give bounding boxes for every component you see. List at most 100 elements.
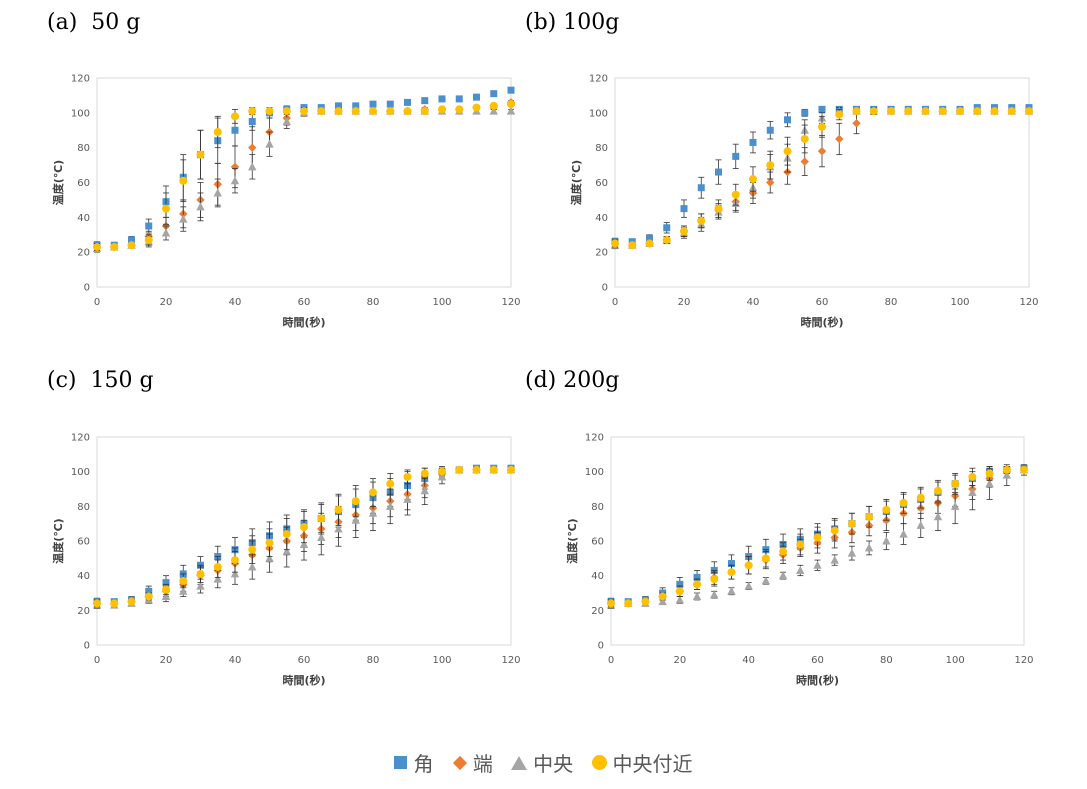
chart-panel-0: 0 20 40 60 80 100 120 0 20 40 60 80 100 120 時間(秒) 温度(℃) bbox=[51, 74, 521, 330]
data-point-circle bbox=[438, 467, 446, 476]
legend-label: 端 bbox=[472, 752, 493, 776]
data-point-circle bbox=[420, 107, 429, 116]
data-point-square bbox=[231, 126, 239, 134]
data-point-circle bbox=[162, 204, 170, 213]
y-tick-label: 60 bbox=[77, 537, 90, 548]
data-point-square bbox=[490, 90, 498, 98]
chart-panel-2: 0 20 40 60 80 100 120 0 20 40 60 80 100 120 時間(秒) 温度(℃) bbox=[51, 433, 521, 688]
y-axis-label: 温度(℃) bbox=[51, 160, 65, 205]
data-point-square bbox=[352, 102, 360, 110]
plot-frame bbox=[96, 77, 512, 288]
data-point-circle bbox=[386, 479, 395, 488]
y-tick-label: 0 bbox=[84, 283, 90, 294]
x-tick-label: 40 bbox=[229, 655, 242, 666]
data-point-triangle bbox=[248, 562, 257, 571]
x-tick-label: 20 bbox=[160, 655, 173, 666]
data-point-circle bbox=[1025, 107, 1033, 116]
data-point-square bbox=[727, 560, 735, 568]
data-point-circle bbox=[472, 465, 481, 474]
data-point-circle bbox=[300, 107, 308, 116]
data-point-square bbox=[145, 222, 153, 230]
data-point-circle bbox=[869, 107, 878, 116]
data-point-circle bbox=[127, 597, 136, 606]
x-axis-label: 時間(秒) bbox=[800, 315, 843, 329]
data-point-circle bbox=[783, 147, 792, 156]
series-1 bbox=[92, 98, 516, 252]
data-point-circle bbox=[144, 592, 153, 601]
data-point-triangle bbox=[899, 529, 908, 538]
data-point-circle bbox=[968, 472, 977, 481]
x-tick-label: 0 bbox=[94, 297, 100, 308]
x-tick-label: 100 bbox=[946, 655, 965, 666]
data-point-square bbox=[715, 168, 722, 176]
data-point-triangle bbox=[386, 501, 395, 510]
y-tick-label: 120 bbox=[589, 74, 608, 85]
data-point-circle bbox=[127, 241, 136, 250]
data-point-circle bbox=[727, 568, 736, 577]
y-axis-label: 温度(℃) bbox=[565, 518, 579, 563]
y-tick-label: 40 bbox=[77, 571, 90, 582]
data-point-circle bbox=[179, 176, 188, 185]
data-point-circle bbox=[662, 235, 671, 244]
legend-marker-square bbox=[394, 756, 408, 769]
data-point-square bbox=[145, 587, 153, 595]
data-point-triangle bbox=[796, 565, 805, 574]
data-point-circle bbox=[830, 526, 839, 535]
data-point-triangle bbox=[230, 176, 240, 185]
x-tick-label: 120 bbox=[501, 655, 520, 666]
data-point-triangle bbox=[1002, 470, 1011, 479]
data-point-circle bbox=[420, 469, 429, 478]
data-point-triangle bbox=[882, 536, 891, 545]
plot-frame bbox=[610, 436, 1025, 646]
data-point-diamond bbox=[248, 143, 257, 152]
data-point-circle bbox=[334, 107, 343, 116]
y-tick-label: 20 bbox=[77, 606, 90, 617]
y-tick-label: 40 bbox=[595, 213, 608, 224]
data-point-triangle bbox=[282, 117, 291, 126]
y-tick-label: 0 bbox=[84, 641, 90, 652]
data-point-circle bbox=[697, 216, 706, 225]
x-tick-label: 120 bbox=[501, 297, 520, 308]
data-point-diamond bbox=[766, 178, 775, 187]
x-tick-label: 0 bbox=[94, 655, 100, 666]
x-tick-label: 120 bbox=[1019, 297, 1038, 308]
data-point-triangle bbox=[248, 162, 257, 171]
y-tick-label: 20 bbox=[595, 248, 608, 259]
data-point-circle bbox=[507, 465, 515, 474]
x-tick-label: 60 bbox=[298, 655, 311, 666]
x-tick-label: 120 bbox=[1014, 655, 1033, 666]
data-point-circle bbox=[973, 107, 982, 116]
data-point-triangle bbox=[437, 472, 447, 481]
data-point-circle bbox=[351, 107, 360, 116]
data-point-square bbox=[663, 224, 671, 232]
data-point-square bbox=[697, 184, 705, 192]
data-point-triangle bbox=[161, 591, 171, 600]
x-tick-label: 80 bbox=[885, 297, 898, 308]
data-point-triangle bbox=[403, 494, 412, 503]
data-point-triangle bbox=[506, 106, 516, 115]
data-point-triangle bbox=[368, 508, 378, 517]
data-point-circle bbox=[317, 514, 326, 523]
data-point-triangle bbox=[744, 581, 753, 590]
plot-frame bbox=[96, 436, 512, 646]
y-tick-label: 0 bbox=[598, 641, 604, 652]
panel-title-a: (a) 50 g bbox=[47, 10, 141, 35]
y-tick-label: 100 bbox=[71, 108, 90, 119]
data-point-circle bbox=[818, 122, 826, 131]
series-2 bbox=[92, 106, 516, 253]
data-point-circle bbox=[438, 105, 446, 114]
data-point-circle bbox=[611, 239, 619, 248]
data-point-circle bbox=[887, 107, 895, 116]
data-point-circle bbox=[744, 561, 753, 570]
data-point-square bbox=[766, 126, 774, 134]
x-tick-label: 100 bbox=[950, 297, 969, 308]
data-point-circle bbox=[489, 101, 498, 110]
data-point-circle bbox=[265, 107, 274, 116]
y-tick-label: 120 bbox=[71, 74, 90, 85]
data-point-circle bbox=[282, 530, 291, 539]
y-tick-label: 80 bbox=[591, 502, 604, 513]
data-point-triangle bbox=[265, 139, 274, 148]
data-point-circle bbox=[933, 486, 942, 495]
data-point-circle bbox=[675, 587, 684, 596]
x-tick-label: 0 bbox=[608, 655, 614, 666]
